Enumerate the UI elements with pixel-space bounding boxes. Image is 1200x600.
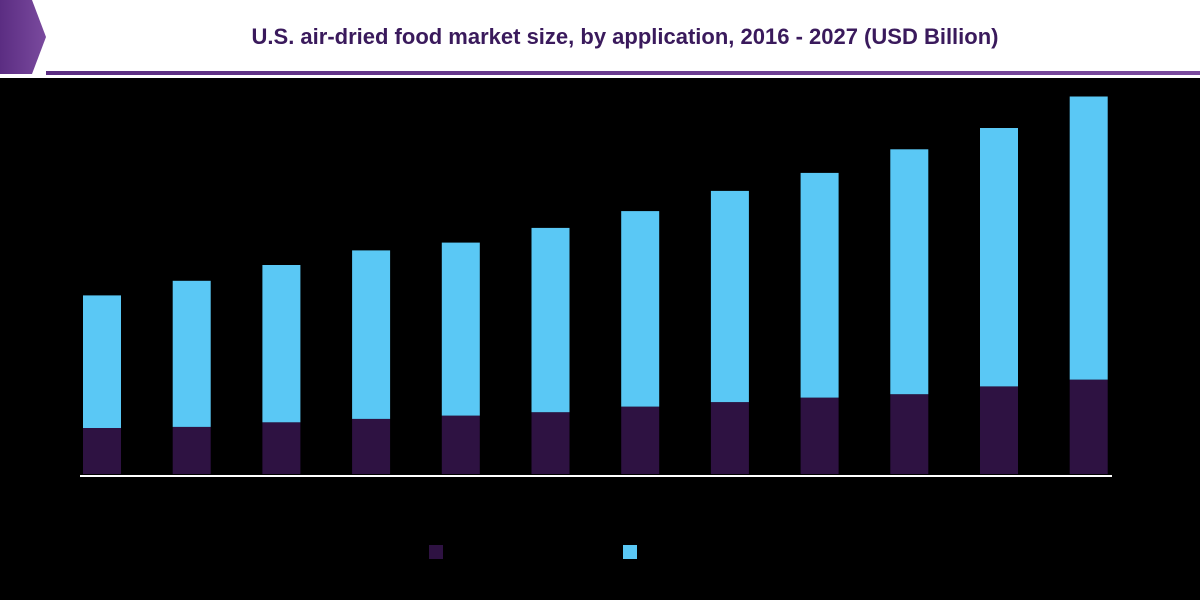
bar-2017-series-2 — [172, 280, 211, 427]
title-banner: U.S. air-dried food market size, by appl… — [0, 0, 1200, 78]
banner-underline — [46, 71, 1200, 75]
bar-2020-series-1 — [441, 415, 480, 474]
bar-2020-series-2 — [441, 242, 480, 416]
bar-2018-series-1 — [262, 422, 301, 474]
bar-2017-series-1 — [172, 426, 211, 474]
bar-2021-series-1 — [531, 412, 570, 474]
bar-2025-series-1 — [890, 394, 929, 474]
bar-2026-series-1 — [980, 386, 1018, 474]
bar-2016-series-1 — [83, 427, 121, 474]
bar-2019-series-2 — [352, 250, 391, 419]
bar-2024-series-1 — [800, 397, 839, 474]
legend-swatch-series-1 — [429, 545, 443, 559]
bar-2026-series-2 — [980, 128, 1018, 387]
bar-2027-series-2 — [1069, 96, 1108, 380]
bar-2019-series-1 — [352, 418, 391, 474]
bar-2024-series-2 — [800, 172, 839, 398]
banner-ribbon — [0, 0, 46, 74]
bar-2023-series-1 — [710, 402, 749, 474]
bar-2022-series-1 — [621, 406, 660, 474]
bar-2016-series-2 — [83, 295, 121, 428]
legend-swatch-series-2 — [623, 545, 637, 559]
bar-2025-series-2 — [890, 149, 929, 395]
bar-2022-series-2 — [621, 211, 660, 407]
banner-decoration — [0, 0, 1200, 75]
chart-title: U.S. air-dried food market size, by appl… — [251, 24, 999, 49]
bar-2027-series-1 — [1069, 379, 1108, 474]
bar-2021-series-2 — [531, 227, 570, 413]
bar-2018-series-2 — [262, 265, 301, 423]
bar-2023-series-2 — [710, 190, 749, 403]
